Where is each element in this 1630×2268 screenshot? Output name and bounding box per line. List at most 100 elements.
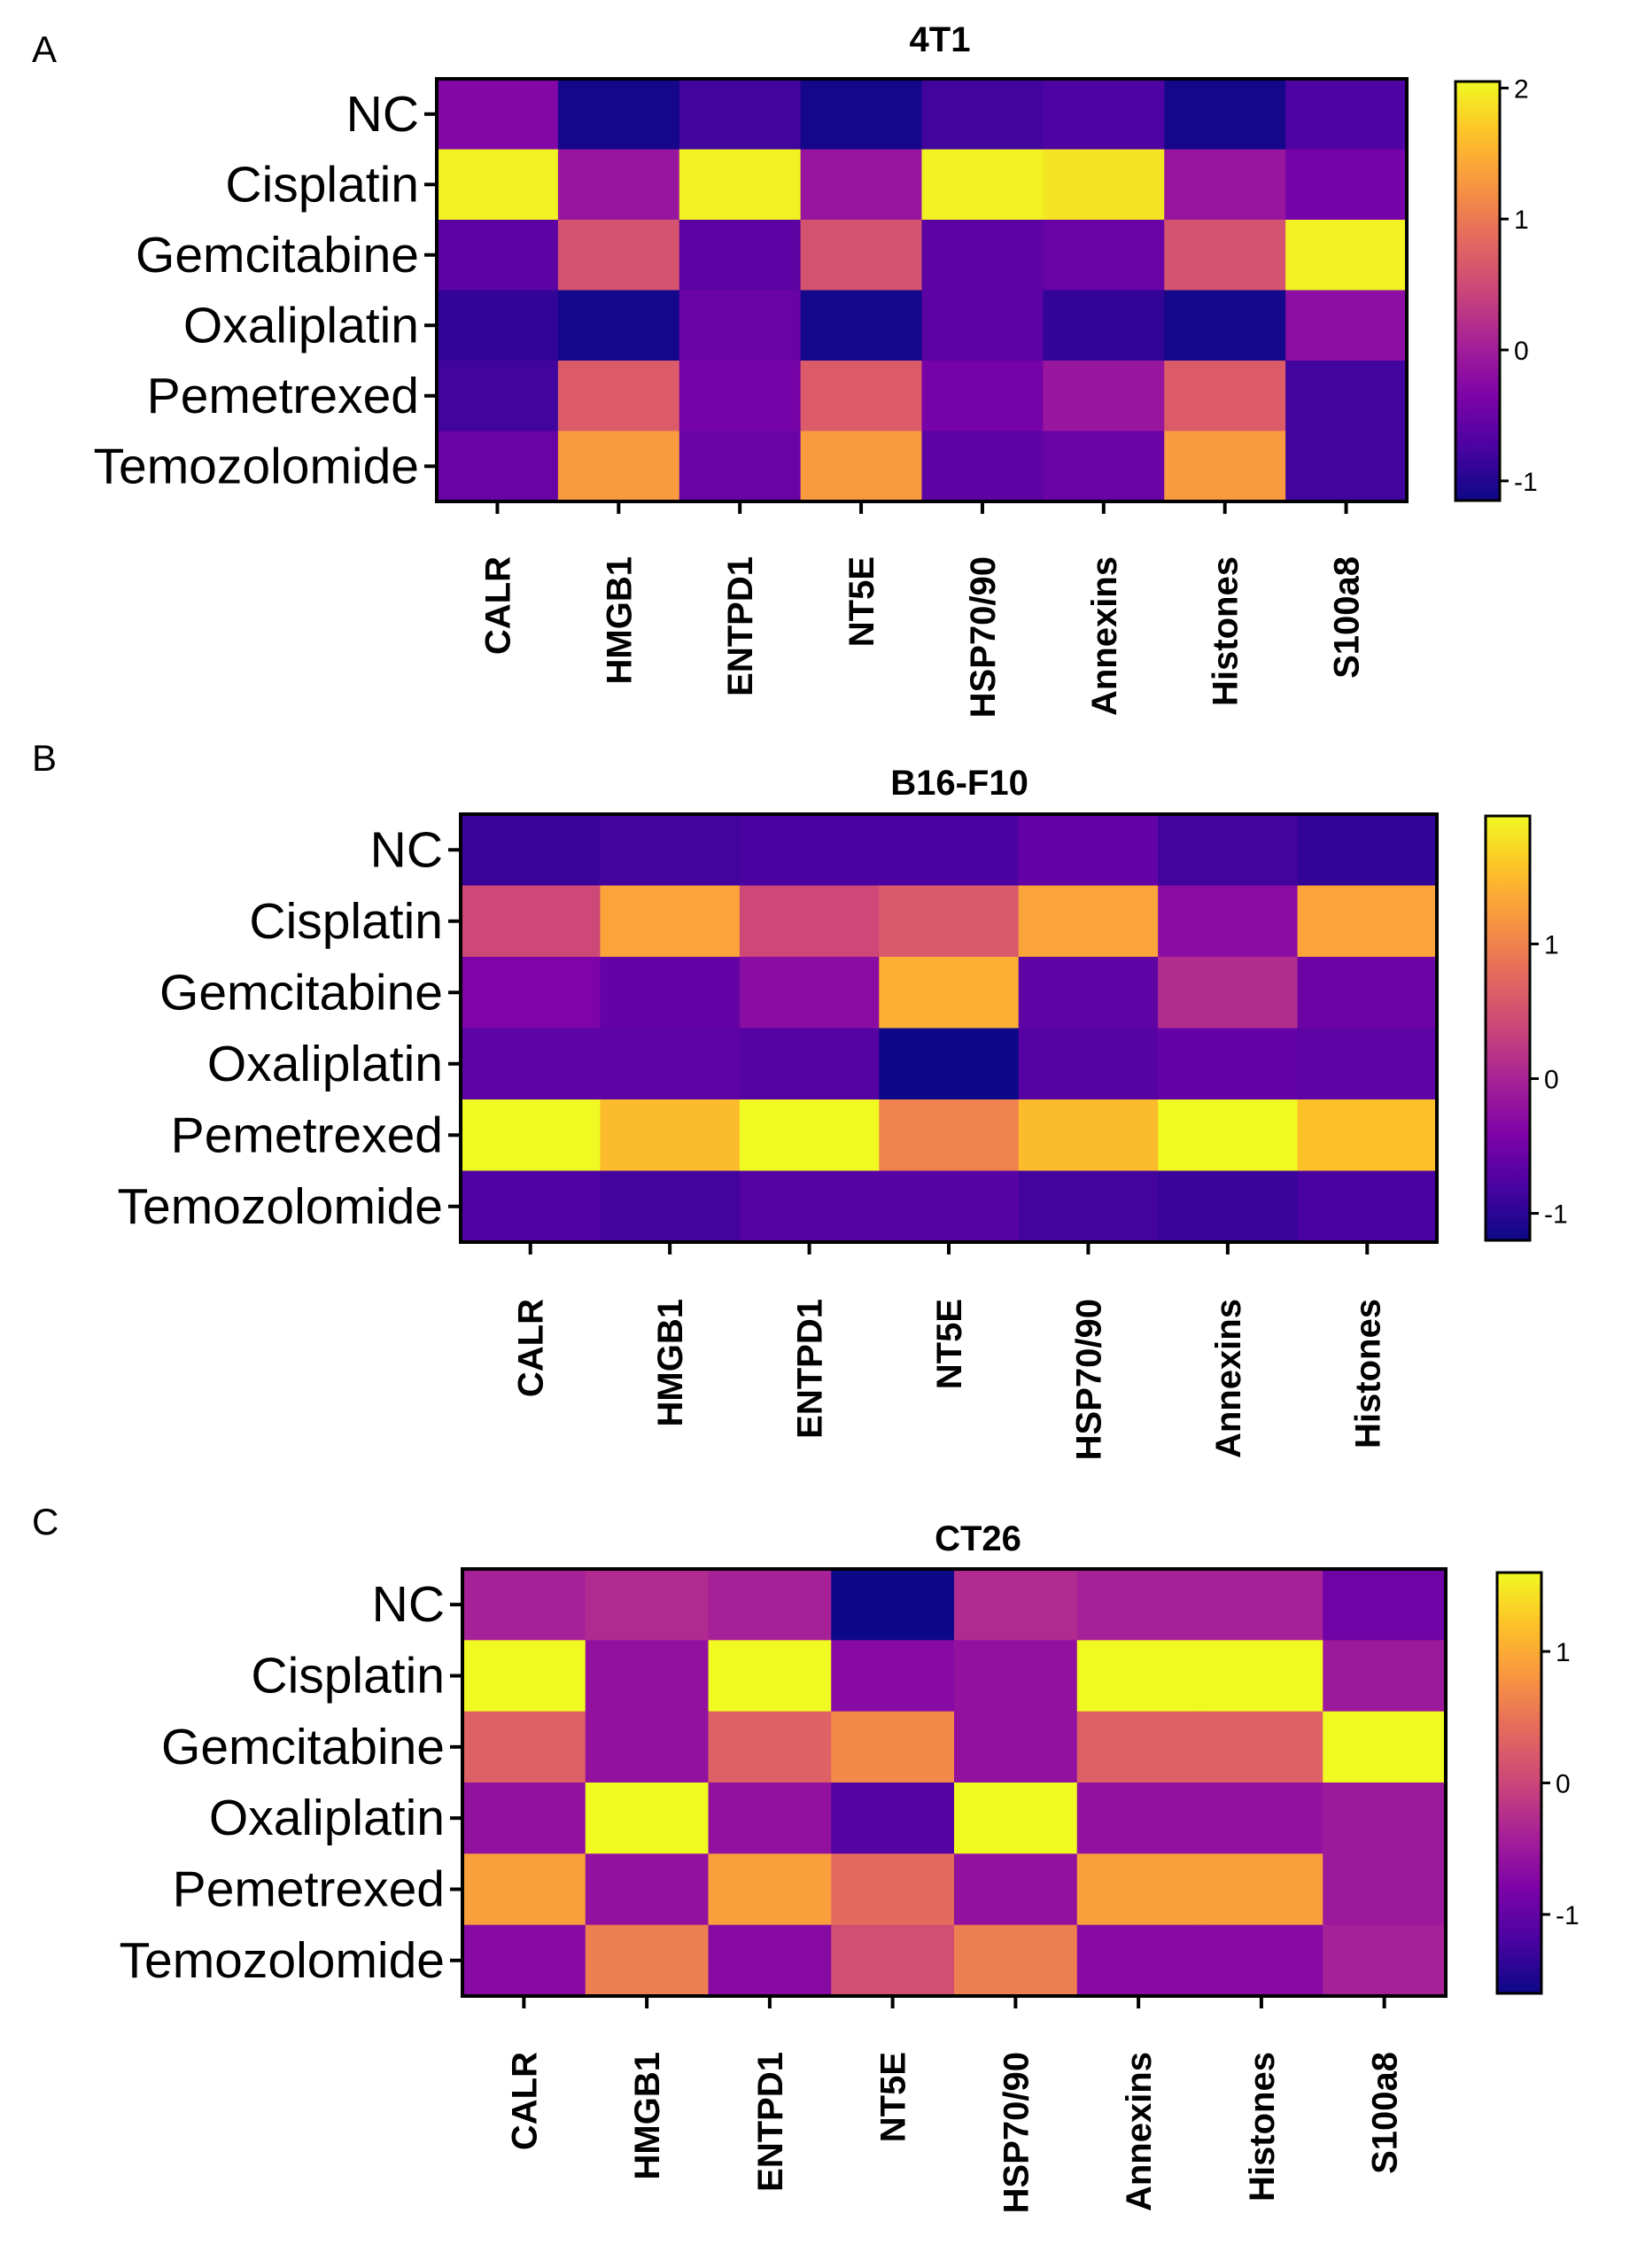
row-label-cisplatin: Cisplatin xyxy=(251,1648,445,1705)
chart-title-b16-f10: B16-F10 xyxy=(890,764,1028,803)
heatmap-cell-pemetrexed-annexins xyxy=(1043,361,1165,432)
col-label-hmgb1: HMGB1 xyxy=(628,2052,667,2179)
row-label-pemetrexed: Pemetrexed xyxy=(147,368,419,424)
heatmap-cell-pemetrexed-calr xyxy=(437,361,559,432)
heatmap-cell-cisplatin-entpd1 xyxy=(679,149,802,221)
heatmap-cell-temozolomide-calr xyxy=(462,1924,586,1997)
heatmap-4t1: NC Cisplatin Gemcitabine Oxaliplatin Pemetre… xyxy=(94,74,1538,718)
col-label-histones: Histones xyxy=(1243,2052,1282,2202)
col-label-s100a8: S100a8 xyxy=(1328,556,1367,679)
heatmap-cell-temozolomide-entpd1 xyxy=(679,431,802,502)
colorbar-tick-label: 1 xyxy=(1514,206,1529,235)
heatmap-cell-temozolomide-histones xyxy=(1199,1924,1323,1997)
heatmap-cell-pemetrexed-s100a8 xyxy=(1323,1853,1447,1926)
heatmap-cell-temozolomide-hmgb1 xyxy=(585,1924,710,1997)
heatmap-cell-nc-histones xyxy=(1297,814,1438,887)
row-label-nc: NC xyxy=(372,1576,445,1633)
heatmap-cell-gemcitabine-annexins xyxy=(1076,1711,1201,1783)
heatmap-cell-oxaliplatin-annexins xyxy=(1043,290,1165,361)
row-label-temozolomide: Temozolomide xyxy=(118,1178,444,1235)
heatmap-cell-cisplatin-calr xyxy=(462,1640,586,1713)
heatmap-cell-pemetrexed-hsp70-90 xyxy=(921,361,1044,432)
heatmap-cell-oxaliplatin-hmgb1 xyxy=(557,290,680,361)
heatmap-cell-temozolomide-entpd1 xyxy=(708,1924,832,1997)
colorbar-tick-label: 2 xyxy=(1514,74,1529,104)
heatmap-cell-cisplatin-nt5e xyxy=(831,1640,955,1713)
col-label-nt5e: NT5E xyxy=(930,1299,969,1389)
heatmap-cell-gemcitabine-entpd1 xyxy=(679,220,802,291)
col-label-entpd1: ENTPD1 xyxy=(751,2052,790,2192)
heatmap-cell-pemetrexed-hmgb1 xyxy=(585,1853,710,1926)
heatmap-cell-oxaliplatin-hsp70-90 xyxy=(1018,1028,1159,1100)
panel-label-b: B xyxy=(32,737,57,779)
heatmap-cell-cisplatin-annexins xyxy=(1158,885,1299,958)
heatmap-cell-nc-calr xyxy=(462,1569,586,1641)
colorbar xyxy=(1484,814,1532,1242)
heatmap-cell-pemetrexed-hmgb1 xyxy=(557,361,680,432)
heatmap-cell-temozolomide-hmgb1 xyxy=(600,1170,741,1243)
colorbar-tick-label: 0 xyxy=(1514,337,1529,366)
heatmap-cell-temozolomide-annexins xyxy=(1158,1170,1299,1243)
colorbar-tick-label: 0 xyxy=(1556,1770,1571,1799)
heatmap-cell-gemcitabine-s100a8 xyxy=(1323,1711,1447,1783)
colorbar xyxy=(1495,1571,1543,1995)
chart-title-ct26: CT26 xyxy=(935,1519,1021,1558)
heatmap-cell-oxaliplatin-entpd1 xyxy=(679,290,802,361)
heatmap-cell-cisplatin-hsp70-90 xyxy=(921,149,1044,221)
heatmap-cell-pemetrexed-entpd1 xyxy=(739,1099,880,1172)
heatmap-cell-oxaliplatin-entpd1 xyxy=(739,1028,880,1100)
row-label-nc: NC xyxy=(370,821,443,878)
heatmap-cell-oxaliplatin-annexins xyxy=(1076,1783,1201,1854)
col-label-entpd1: ENTPD1 xyxy=(791,1299,830,1439)
col-label-nt5e: NT5E xyxy=(874,2052,913,2142)
panel-c: C CT26 NC Cisplatin Gemcitabine Oxaliplatin… xyxy=(32,1501,1580,2213)
heatmap-cell-cisplatin-hmgb1 xyxy=(557,149,680,221)
heatmap-cell-temozolomide-annexins xyxy=(1043,431,1165,502)
heatmap-cell-gemcitabine-nt5e xyxy=(879,957,1020,1029)
heatmap-cell-gemcitabine-hsp70-90 xyxy=(921,220,1044,291)
heatmap-cell-nc-annexins xyxy=(1076,1569,1201,1641)
heatmap-cell-cisplatin-histones xyxy=(1297,885,1438,958)
heatmap-cell-gemcitabine-annexins xyxy=(1043,220,1165,291)
col-label-annexins: Annexins xyxy=(1085,556,1124,716)
heatmap-cell-cisplatin-s100a8 xyxy=(1323,1640,1447,1713)
heatmap-cell-gemcitabine-hmgb1 xyxy=(585,1711,710,1783)
col-label-annexins: Annexins xyxy=(1209,1299,1248,1458)
heatmap-cell-gemcitabine-nt5e xyxy=(800,220,923,291)
heatmap-cell-temozolomide-histones xyxy=(1297,1170,1438,1243)
col-label-calr: CALR xyxy=(478,556,517,655)
heatmap-cell-cisplatin-entpd1 xyxy=(739,885,880,958)
row-label-pemetrexed: Pemetrexed xyxy=(171,1107,443,1163)
row-label-temozolomide: Temozolomide xyxy=(94,438,420,494)
heatmap-b16-f10: NC Cisplatin Gemcitabine Oxaliplatin Pemetre… xyxy=(118,812,1568,1460)
colorbar-tick-label: -1 xyxy=(1514,468,1538,497)
heatmap-cell-oxaliplatin-s100a8 xyxy=(1285,290,1408,361)
col-label-annexins: Annexins xyxy=(1120,2052,1159,2211)
heatmap-cell-pemetrexed-calr xyxy=(461,1099,602,1172)
heatmap-cell-oxaliplatin-histones xyxy=(1297,1028,1438,1100)
heatmap-cell-pemetrexed-nt5e xyxy=(879,1099,1020,1172)
heatmap-ct26: NC Cisplatin Gemcitabine Oxaliplatin Pemetre… xyxy=(120,1567,1580,2213)
heatmap-cell-temozolomide-nt5e xyxy=(800,431,923,502)
heatmap-cell-oxaliplatin-calr xyxy=(437,290,559,361)
col-label-hmgb1: HMGB1 xyxy=(600,556,639,684)
colorbar xyxy=(1454,80,1502,502)
heatmap-cell-oxaliplatin-hsp70-90 xyxy=(921,290,1044,361)
heatmap-cell-cisplatin-nt5e xyxy=(879,885,1020,958)
heatmap-cell-temozolomide-calr xyxy=(461,1170,602,1243)
col-label-entpd1: ENTPD1 xyxy=(721,556,760,696)
heatmap-cell-nc-hsp70-90 xyxy=(921,79,1044,151)
heatmap-cell-temozolomide-nt5e xyxy=(831,1924,955,1997)
heatmap-cell-oxaliplatin-histones xyxy=(1164,290,1286,361)
heatmap-cell-nc-histones xyxy=(1164,79,1286,151)
heatmap-cell-pemetrexed-histones xyxy=(1199,1853,1323,1926)
heatmap-cell-cisplatin-calr xyxy=(461,885,602,958)
heatmap-cell-gemcitabine-histones xyxy=(1164,220,1286,291)
heatmap-cell-temozolomide-s100a8 xyxy=(1285,431,1408,502)
heatmap-cell-pemetrexed-nt5e xyxy=(800,361,923,432)
heatmap-cell-oxaliplatin-annexins xyxy=(1158,1028,1299,1100)
col-label-histones: Histones xyxy=(1207,556,1246,706)
heatmap-cell-temozolomide-s100a8 xyxy=(1323,1924,1447,1997)
row-label-temozolomide: Temozolomide xyxy=(120,1932,446,1989)
